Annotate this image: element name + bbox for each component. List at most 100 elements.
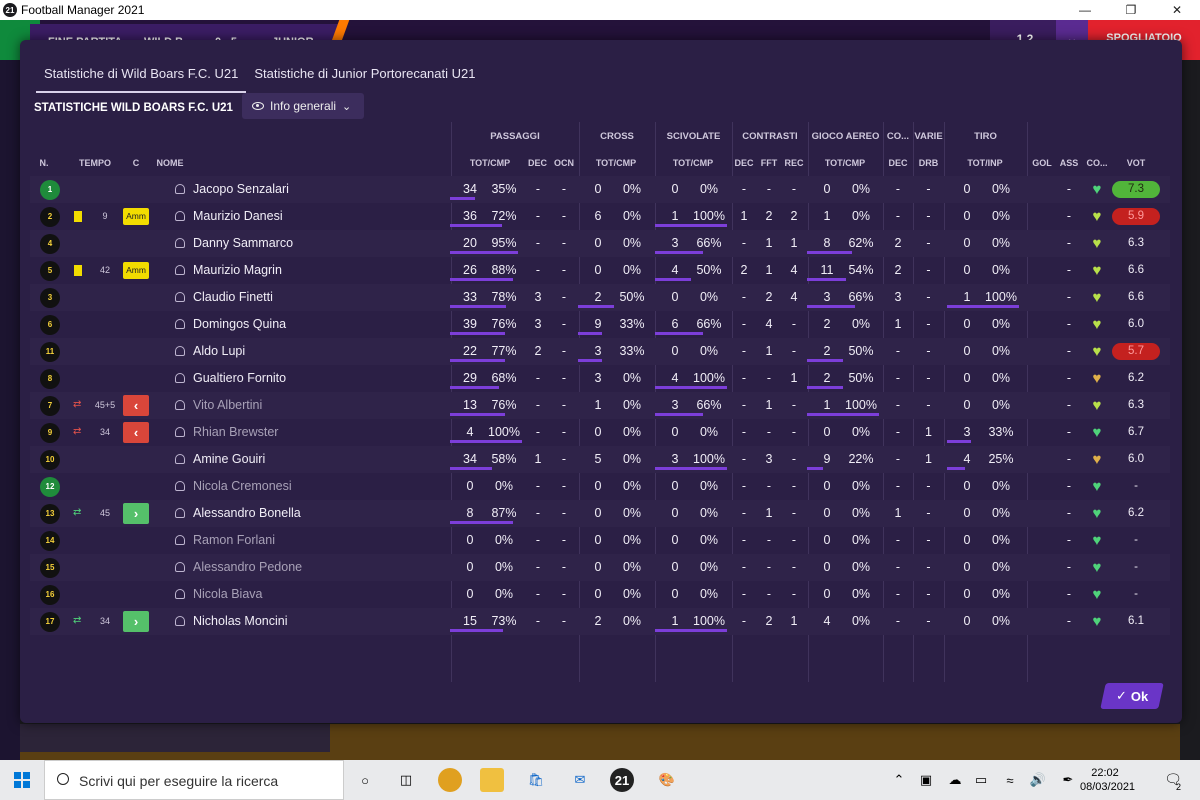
col-header-ass[interactable]: ASS [1059,158,1079,168]
player-profile-icon[interactable] [175,508,185,518]
taskbar-search-input[interactable]: Scrivi qui per eseguire la ricerca [44,760,344,800]
player-profile-icon[interactable] [175,562,185,572]
col-header-pass-totcmp[interactable]: TOT/CMP [469,158,511,168]
player-profile-icon[interactable] [175,373,185,383]
player-profile-icon[interactable] [175,481,185,491]
player-profile-icon[interactable] [175,211,185,221]
chevron-up-icon[interactable]: ⌃ [893,772,905,787]
windows-start-icon[interactable] [14,772,30,788]
player-profile-icon[interactable] [175,535,185,545]
player-name[interactable]: Nicola Biava [193,587,263,601]
cloud-icon[interactable]: ☁ [948,772,962,787]
wifi-icon[interactable]: ≈ [1006,772,1014,788]
tab-home-stats[interactable]: Statistiche di Wild Boars F.C. U21 [36,62,247,93]
player-name[interactable]: Nicola Cremonesi [193,479,292,493]
player-name[interactable]: Amine Gouiri [193,452,266,466]
player-name[interactable]: Gualtiero Fornito [193,371,287,385]
player-profile-icon[interactable] [175,454,185,464]
player-profile-icon[interactable] [175,319,185,329]
col-header-nome[interactable]: NOME [156,158,184,168]
player-name[interactable]: Claudio Finetti [193,290,273,304]
task-view-icon[interactable]: ◫ [399,772,413,787]
notification-icon[interactable]: 🗨 [1164,771,1182,787]
col-header-condition[interactable]: CO... [1086,158,1108,168]
table-row[interactable]: 17 ⇄ 34 › Nicholas Moncini 15 73% - -2 0% 1 100% -2 1… [30,608,1170,635]
cortana-icon[interactable]: ○ [361,772,369,788]
paint-icon[interactable]: 🎨 [658,772,676,787]
player-profile-icon[interactable] [175,616,185,626]
goals-value [1030,284,1054,311]
player-name[interactable]: Jacopo Senzalari [193,182,289,196]
minimize-icon[interactable]: — [1079,3,1091,17]
player-name[interactable]: Danny Sammarco [193,236,294,250]
chrome-icon[interactable] [438,768,462,792]
close-icon[interactable]: ✕ [1171,3,1183,17]
player-name[interactable]: Maurizio Danesi [193,209,283,223]
col-header-num[interactable]: N. [39,158,49,168]
col-header-con-fft[interactable]: FFT [760,158,778,168]
taskbar-clock[interactable]: 22:02 08/03/2021 [1080,766,1135,794]
restore-icon[interactable]: ❐ [1125,3,1137,17]
player-profile-icon[interactable] [175,346,185,356]
table-row[interactable]: 2 9 Amm Maurizio Danesi 36 72% - -6 0% 1 100% 1 2 2 1 0… [30,203,1170,230]
table-row[interactable]: 15 Alessandro Pedone 0 0% - - 0 0% 0 0% - - - 0 0% - - 0 0… [30,554,1170,581]
col-header-con-rec[interactable]: REC [784,158,804,168]
col-header-vot[interactable]: VOT [1126,158,1146,168]
player-profile-icon[interactable] [175,238,185,248]
table-row[interactable]: 6 Domingos Quina 39 76% 3 - 9 33% 6 66% - 4 - 2 0% 1 - 0 0… [30,311,1170,338]
football-manager-taskbar-icon[interactable]: 21 [610,768,634,792]
player-name[interactable]: Aldo Lupi [193,344,246,358]
col-header-tempo[interactable]: TEMPO [78,158,111,168]
file-explorer-icon[interactable] [480,768,504,792]
player-name[interactable]: Vito Albertini [193,398,263,412]
col-header-co-dec[interactable]: DEC [888,158,908,168]
col-header-pass-dec[interactable]: DEC [527,158,547,168]
store-icon[interactable]: 🛍 [527,772,545,787]
player-name[interactable]: Nicholas Moncini [193,614,288,628]
ok-button[interactable]: ✓ Ok [1100,683,1164,709]
col-header-drb[interactable]: DRB [918,158,939,168]
player-profile-icon[interactable] [175,427,185,437]
meet-now-icon[interactable]: ▣ [919,772,933,787]
table-row[interactable]: 10 Amine Gouiri 34 58% 1 - 5 0% 3 100% - 3 - 9 22% - 1 4 2… [30,446,1170,473]
col-header-cross-totcmp[interactable]: TOT/CMP [595,158,637,168]
player-profile-icon[interactable] [175,400,185,410]
player-name[interactable]: Maurizio Magrin [193,263,282,277]
table-row[interactable]: 9 ⇄ 34 ‹ Rhian Brewster 4 100% - - 0 0% 0 0% - - - 0 0% - 1… [30,419,1170,446]
col-header-gol[interactable]: GOL [1032,158,1052,168]
player-profile-icon[interactable] [175,265,185,275]
player-profile-icon[interactable] [175,184,185,194]
col-header-aereo-totcmp[interactable]: TOT/CMP [824,158,866,168]
tab-away-stats[interactable]: Statistiche di Junior Portorecanati U21 [254,66,476,81]
table-row[interactable]: 8 Gualtiero Fornito 29 68% - - 3 0% 4 100% - - 1 2 50%… [30,365,1170,392]
table-row[interactable]: 1 Jacopo Senzalari 34 35% - - 0 0% 0 0% - - - 0 0% - - 0 0… [30,176,1170,203]
player-name[interactable]: Rhian Brewster [193,425,279,439]
table-row[interactable]: 11 Aldo Lupi 22 77% 2 - 3 33% 0 0% - 1 - 2 50% - - 0 0% - ♥ 5… [30,338,1170,365]
table-row[interactable]: 14 Ramon Forlani 0 0% - - 0 0% 0 0% - - - 0 0% - - 0 0% - ♥ - [30,527,1170,554]
table-row[interactable]: 13 ⇄ 45 › Alessandro Bonella 8 87% - - 0 0% 0 0% - 1 - 0… [30,500,1170,527]
table-row[interactable]: 3 Claudio Finetti 33 78% 3 - 2 50% 0 0% - 2 4 3 66% 3 - 1… [30,284,1170,311]
pen-icon[interactable]: ✒ [1062,772,1074,787]
table-row[interactable]: 7 ⇄ 45+5 ‹ Vito Albertini 13 76% - -1 0% 3 66% -1-1 1… [30,392,1170,419]
co-dec-value: - [895,425,901,439]
player-profile-icon[interactable] [175,589,185,599]
volume-icon[interactable]: 🔊 [1029,772,1047,787]
table-row[interactable]: 16 Nicola Biava 0 0% - - 0 0% 0 0% - - - 0 0% - - 0 0% - ♥ - [30,581,1170,608]
col-header-pass-ocn[interactable]: OCN [554,158,574,168]
battery-icon[interactable]: ▭ [974,772,988,787]
table-row[interactable]: 4 Danny Sammarco 20 95% - - 0 0% 3 66% - 1 1 8 62% 2 - 0 0… [30,230,1170,257]
player-name[interactable]: Domingos Quina [193,317,287,331]
table-row[interactable]: 5 42 Amm Maurizio Magrin 26 88% - - 0 0% 4 50% 2 1 4 11… [30,257,1170,284]
col-header-tiro-totinp[interactable]: TOT/INP [967,158,1003,168]
col-header-c[interactable]: C [132,158,140,168]
table-row[interactable]: 12 Nicola Cremonesi 0 0% - - 0 0% 0 0% - - - 0 0% - - 0 0%… [30,473,1170,500]
col-header-sciv-totcmp[interactable]: TOT/CMP [672,158,714,168]
player-name[interactable]: Alessandro Pedone [193,560,303,574]
aerial-total: 9 [823,452,831,466]
col-header-con-dec[interactable]: DEC [734,158,754,168]
player-name[interactable]: Alessandro Bonella [193,506,301,520]
view-dropdown[interactable]: Info generali ⌄ [242,93,364,119]
player-profile-icon[interactable] [175,292,185,302]
player-name[interactable]: Ramon Forlani [193,533,275,547]
mail-icon[interactable]: ✉ [574,772,586,787]
